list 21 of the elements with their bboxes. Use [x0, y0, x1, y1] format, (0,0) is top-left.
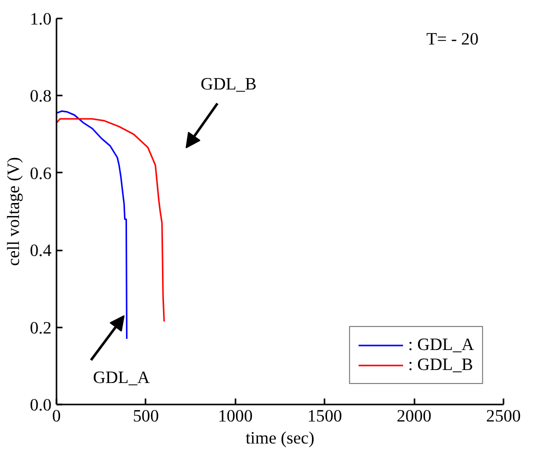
y-tick-label: 0.0 — [30, 396, 52, 414]
y-tick-label: 0.8 — [30, 86, 52, 106]
y-tick-label: 1.0 — [30, 10, 52, 28]
y-tick-label: 0.4 — [30, 241, 52, 260]
x-tick-label: 1000 — [218, 406, 253, 426]
y-axis-title: cell voltage (V) — [4, 156, 23, 266]
x-tick-label: 500 — [132, 406, 159, 426]
x-tick-label: 1500 — [307, 406, 342, 426]
x-tick-label: 0 — [52, 406, 61, 426]
annotation: GDL_A — [93, 368, 150, 387]
y-tick-label: 0.2 — [30, 318, 52, 338]
x-tick-label: 2000 — [396, 406, 432, 426]
line-series — [56, 110, 128, 340]
legend-label: : GDL_A — [408, 335, 474, 355]
x-tick-label: 2500 — [486, 406, 521, 426]
x-axis-title: time (sec) — [246, 428, 315, 448]
annotation: GDL_B — [200, 74, 257, 94]
y-tick-label: 0.6 — [30, 164, 52, 183]
line-series — [56, 118, 165, 322]
annotation: T= - 20 — [426, 30, 479, 48]
legend-label: : GDL_B — [408, 355, 474, 375]
